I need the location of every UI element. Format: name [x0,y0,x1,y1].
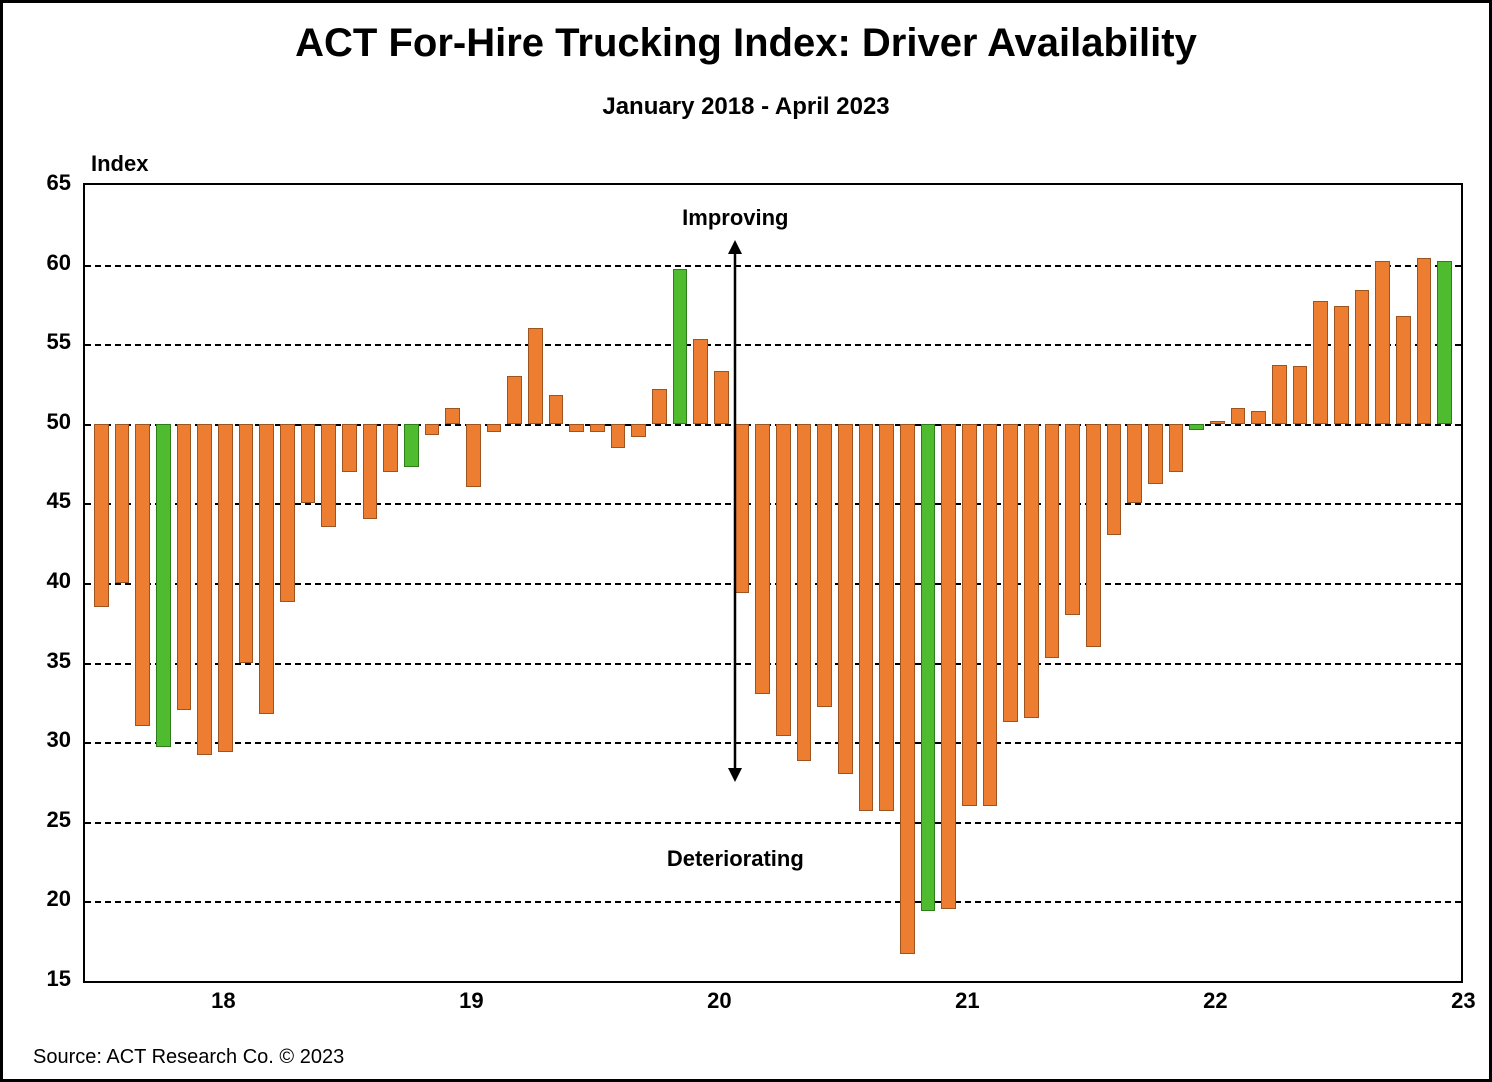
bar [755,424,770,695]
bar [1355,290,1370,424]
bar [1437,261,1452,423]
bar [631,424,646,437]
bar [321,424,336,527]
bar [776,424,791,736]
bar [1148,424,1163,484]
source-text: Source: ACT Research Co. © 2023 [33,1046,344,1069]
chart-frame: ACT For-Hire Trucking Index: Driver Avai… [0,0,1492,1082]
bar [156,424,171,747]
bar [1169,424,1184,472]
x-tick-label: 18 [211,988,235,1014]
bar [1086,424,1101,647]
plot-area: Improving Deteriorating [83,183,1463,983]
bar [983,424,998,806]
bar [1375,261,1390,423]
bar [466,424,481,488]
bar [590,424,605,432]
y-tick-label: 40 [31,568,71,594]
gridline [85,663,1461,665]
gridline [85,822,1461,824]
bar [239,424,254,663]
bar [569,424,584,432]
y-tick-label: 50 [31,409,71,435]
bar [859,424,874,811]
bar [1210,421,1225,424]
bar [135,424,150,726]
bar [177,424,192,711]
bar [218,424,233,752]
bar [1045,424,1060,658]
bar [280,424,295,602]
bar [1251,411,1266,424]
x-tick-label: 19 [459,988,483,1014]
bar [962,424,977,806]
bar [445,408,460,424]
y-tick-label: 20 [31,886,71,912]
bar [342,424,357,472]
bar [1396,316,1411,424]
bar [1313,301,1328,424]
y-tick-label: 60 [31,250,71,276]
gridline [85,265,1461,267]
annotation-improving: Improving [675,205,795,231]
gridline [85,742,1461,744]
bar [1107,424,1122,535]
bar [1127,424,1142,504]
bar [611,424,626,448]
x-tick-label: 22 [1203,988,1227,1014]
y-tick-label: 45 [31,488,71,514]
bar [383,424,398,472]
bar [693,339,708,423]
bar [197,424,212,755]
y-tick-label: 30 [31,727,71,753]
bar [1003,424,1018,722]
bar [363,424,378,520]
x-tick-label: 21 [955,988,979,1014]
y-tick-label: 15 [31,966,71,992]
bar [1417,258,1432,424]
bar [900,424,915,954]
bar [507,376,522,424]
annotation-deteriorating: Deteriorating [655,846,815,872]
bar [797,424,812,762]
bar [425,424,440,435]
bar [1231,408,1246,424]
bar [259,424,274,714]
gridline [85,344,1461,346]
bar [1334,306,1349,424]
y-tick-label: 25 [31,807,71,833]
bar [921,424,936,911]
y-tick-label: 65 [31,170,71,196]
bar [879,424,894,811]
y-axis-label: Index [91,151,148,177]
x-tick-label: 23 [1451,988,1475,1014]
bar [528,328,543,424]
bar [115,424,130,583]
bar [673,269,688,423]
bar [549,395,564,424]
gridline [85,901,1461,903]
bar [404,424,419,467]
bar [1024,424,1039,719]
y-tick-label: 55 [31,329,71,355]
y-tick-label: 35 [31,648,71,674]
direction-arrow [725,240,745,782]
bar [1272,365,1287,424]
bar [838,424,853,774]
bar [487,424,502,432]
bar [94,424,109,607]
bar [1065,424,1080,615]
bar [941,424,956,910]
chart-title: ACT For-Hire Trucking Index: Driver Avai… [3,21,1489,66]
bar [817,424,832,707]
x-tick-label: 20 [707,988,731,1014]
bar [1189,424,1204,430]
bar [652,389,667,424]
chart-subtitle: January 2018 - April 2023 [3,93,1489,121]
bar [1293,366,1308,423]
bar [301,424,316,504]
